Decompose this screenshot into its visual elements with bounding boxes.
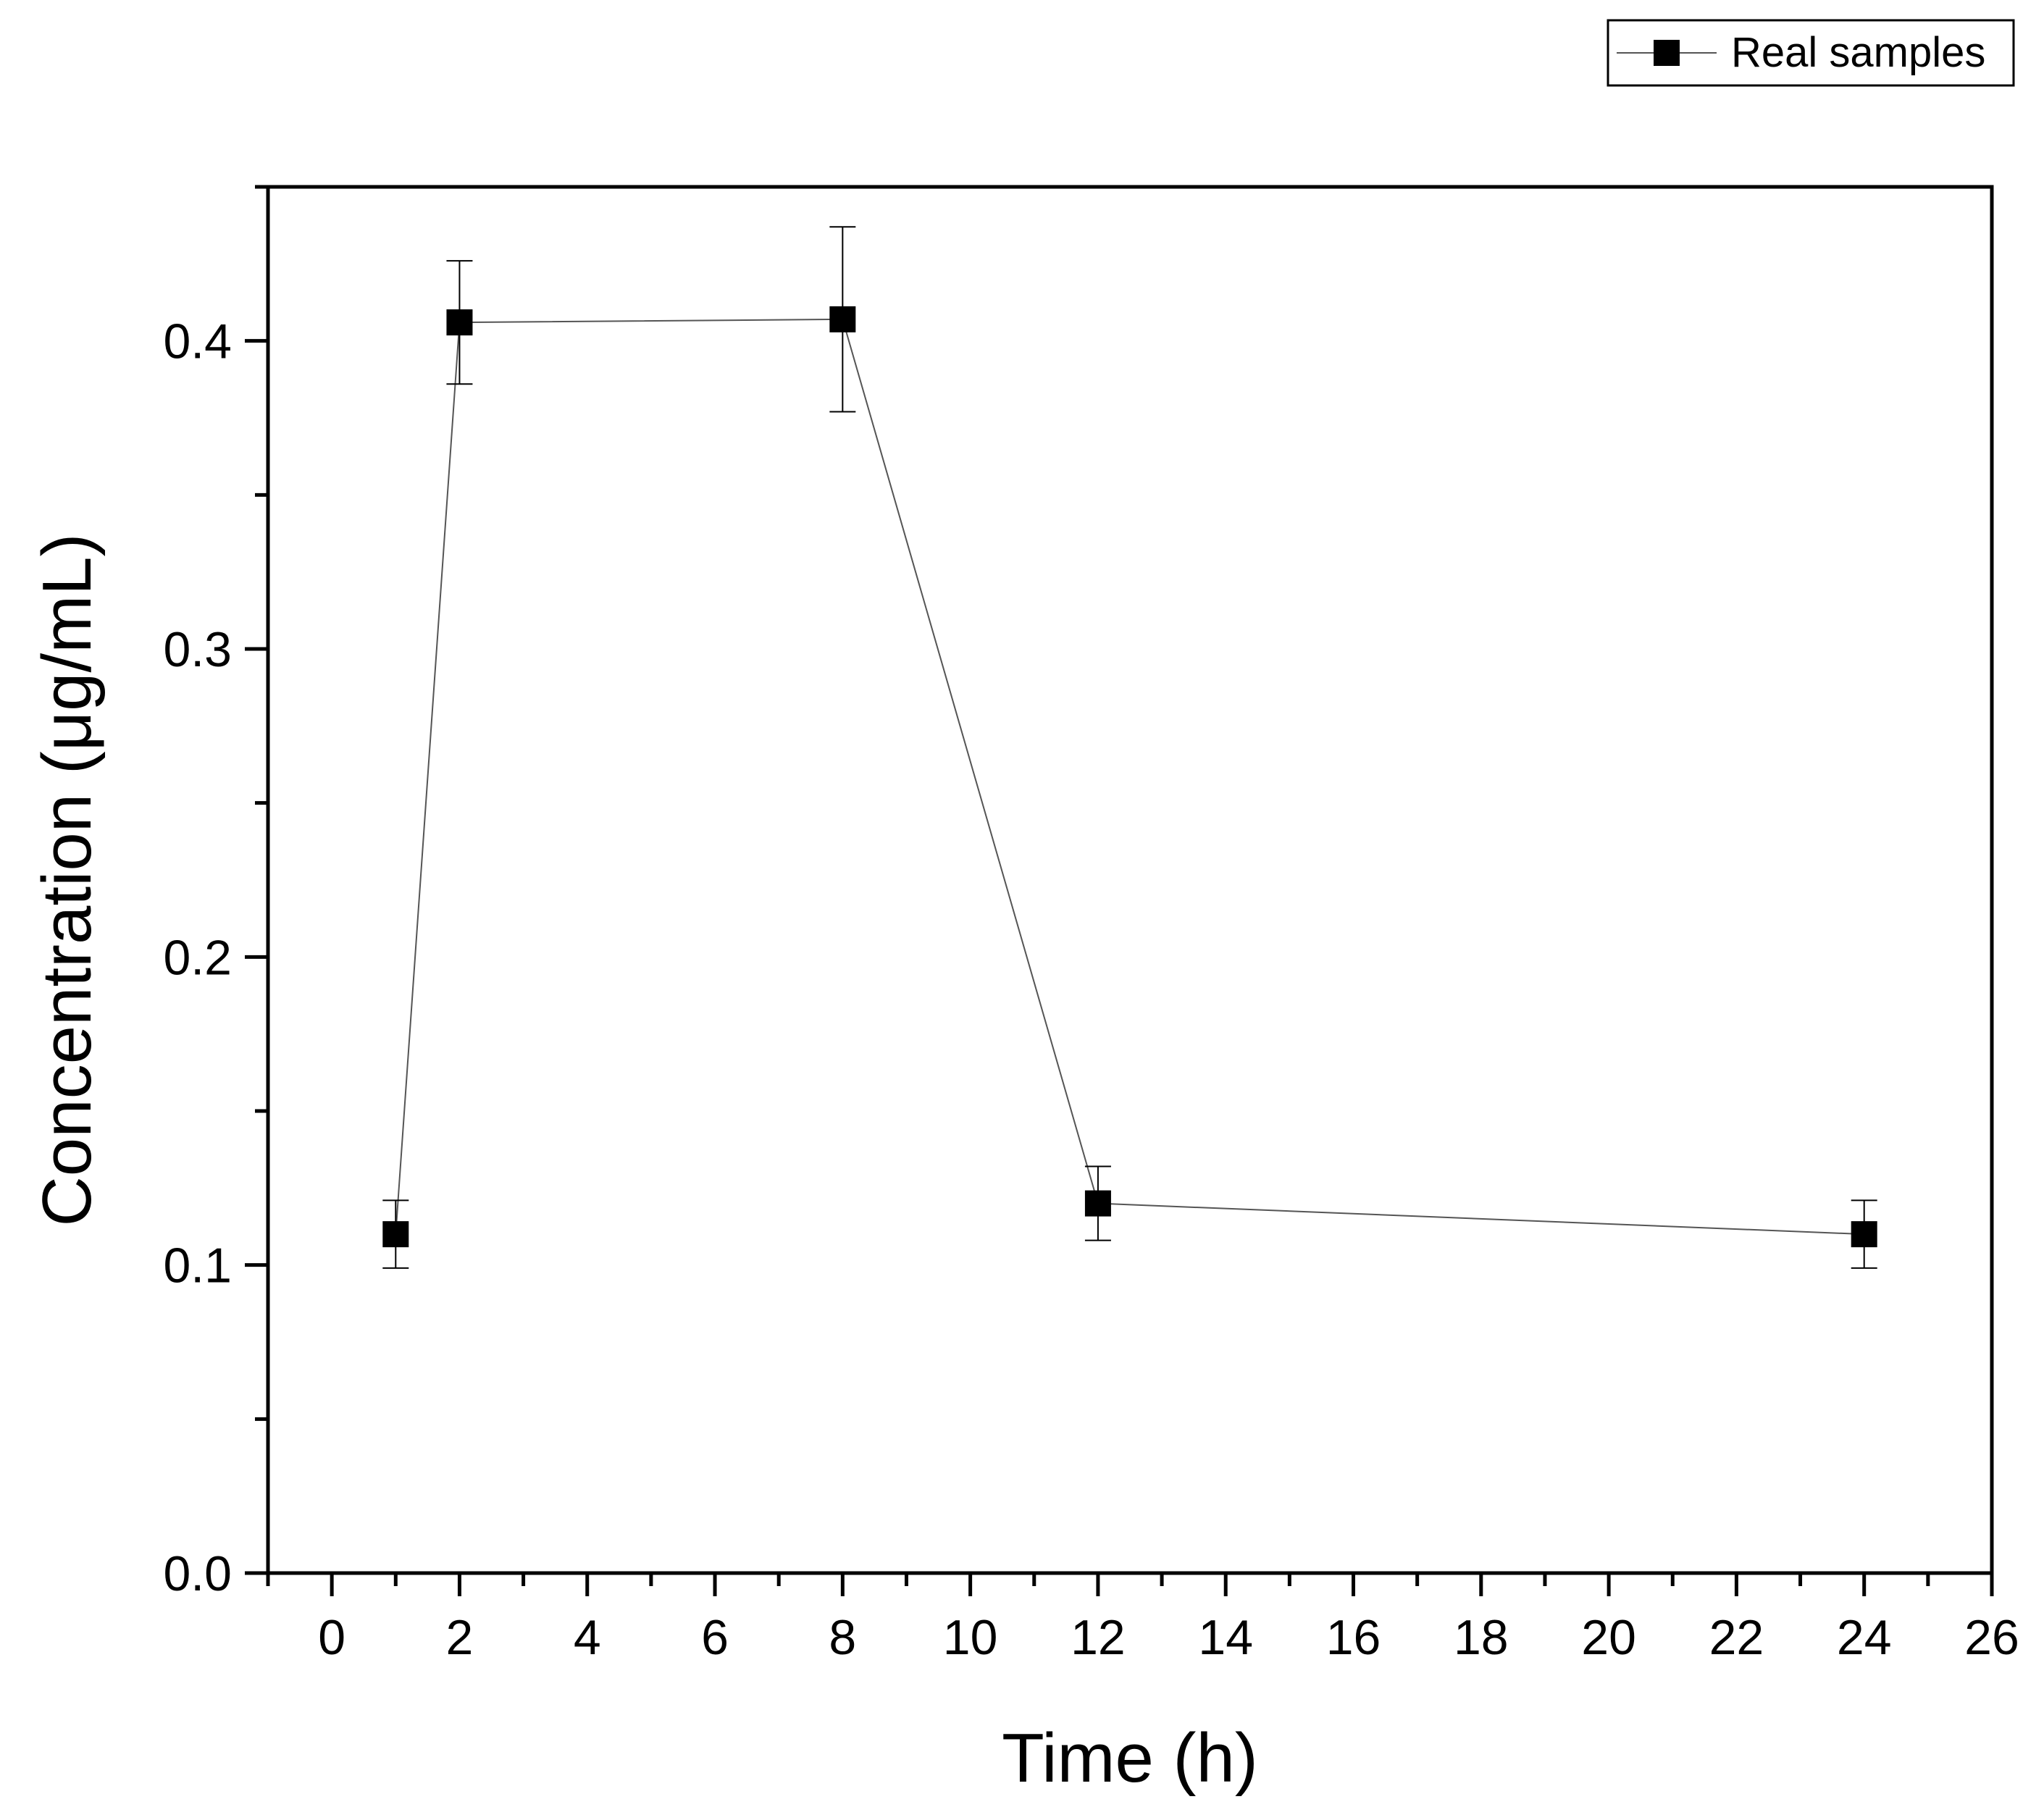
data-point [1084,1190,1111,1217]
series-layer [382,226,1877,1269]
x-tick-label: 2 [446,1610,474,1665]
legend-entry-real-samples: Real samples [1731,29,1985,76]
x-tick-label: 26 [1964,1610,2019,1665]
y-tick-label: 0.2 [163,930,232,985]
x-tick-label: 6 [701,1610,729,1665]
y-axis-ticks: 0.0 0.1 0.2 0.3 0.4 [163,185,268,1601]
x-tick-label: 16 [1326,1610,1381,1665]
x-tick-label: 24 [1837,1610,1892,1665]
x-tick-label: 8 [829,1610,856,1665]
data-point [382,1221,409,1248]
data-point [446,309,473,336]
y-tick-label: 0.3 [163,622,232,677]
x-axis-ticks: 0 2 4 6 8 10 12 14 16 18 20 22 24 26 [266,1573,2019,1665]
x-tick-label: 0 [318,1610,345,1665]
plot-frame [266,185,1994,1575]
x-tick-label: 22 [1709,1610,1764,1665]
series-line [395,318,1864,1236]
x-axis-label: Time (h) [1002,1719,1258,1797]
x-tick-label: 18 [1454,1610,1509,1665]
legend: Real samples [1607,19,2015,87]
x-tick-label: 20 [1581,1610,1636,1665]
x-tick-label: 12 [1071,1610,1126,1665]
y-axis-label: Concentration (μg/mL) [28,533,106,1226]
y-tick-label: 0.4 [163,314,232,369]
legend-marker-square [1654,40,1680,66]
x-tick-label: 14 [1198,1610,1253,1665]
x-tick-label: 4 [574,1610,601,1665]
y-tick-label: 0.0 [163,1546,232,1601]
y-tick-label: 0.1 [163,1238,232,1294]
data-point [829,306,856,332]
x-tick-label: 10 [943,1610,998,1665]
data-point [1851,1221,1877,1248]
